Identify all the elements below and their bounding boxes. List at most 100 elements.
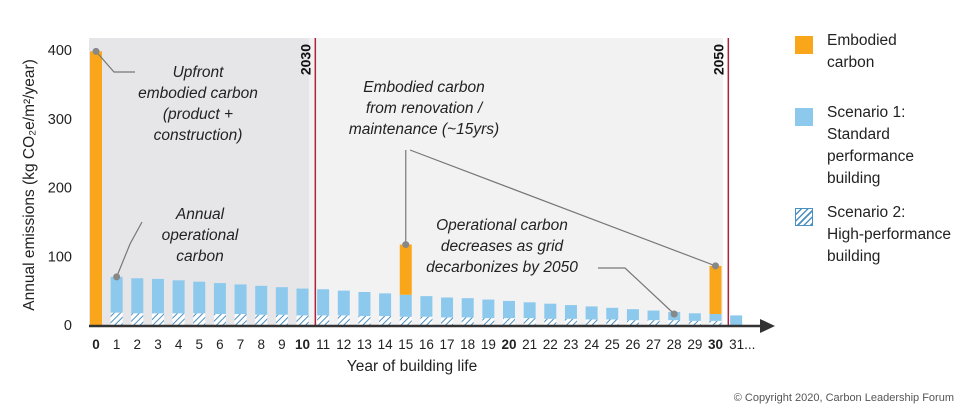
shaded-region-to-2050: [309, 38, 723, 326]
x-tick-label: 9: [278, 337, 286, 352]
shaded-region-to-2030: [89, 38, 309, 326]
annotation-dot-upfront: [92, 47, 100, 55]
bar-embodied-15: [399, 244, 412, 295]
bar-scenario1-19: [482, 299, 495, 319]
x-tick-label: 2: [134, 337, 142, 352]
bar-scenario2-14: [379, 316, 392, 325]
x-tick-label: 13: [357, 337, 372, 352]
bar-scenario2-12: [337, 315, 350, 325]
bar-scenario1-30: [709, 314, 722, 321]
y-tick-label: 200: [48, 181, 72, 197]
bar-scenario1-21: [523, 302, 536, 319]
bar-scenario2-7: [234, 314, 247, 325]
bar-scenario1-27: [647, 310, 660, 321]
x-tick-label: 11: [316, 337, 330, 352]
bar-scenario2-18: [461, 317, 474, 325]
y-tick-label: 0: [64, 318, 72, 334]
x-tick-label: 30: [708, 337, 723, 352]
bar-scenario1-16: [420, 296, 433, 317]
bar-scenario1-3: [151, 278, 164, 314]
bar-scenario2-4: [172, 313, 185, 325]
bar-scenario2-22: [544, 318, 557, 325]
x-tick-label: 6: [216, 337, 224, 352]
bar-scenario2-1: [110, 312, 123, 325]
bar-scenario2-25: [606, 319, 619, 325]
bar-scenario2-6: [213, 314, 226, 325]
bar-scenario2-20: [503, 318, 515, 325]
bar-scenario1-5: [193, 281, 206, 314]
x-tick-label: 26: [625, 337, 640, 352]
bar-scenario1-26: [626, 309, 639, 321]
bar-scenario1-29: [688, 313, 701, 321]
bar-scenario2-16: [420, 316, 433, 325]
bar-scenario1-25: [606, 307, 619, 320]
x-tick-label: 4: [175, 337, 183, 352]
x-tick-label: 3: [154, 337, 162, 352]
bar-scenario1-20: [503, 300, 515, 319]
bar-scenario1-10: [296, 288, 309, 316]
bar-scenario1-12: [337, 290, 350, 316]
x-tick-label: 28: [667, 337, 682, 352]
x-tick-label: 18: [460, 337, 475, 352]
legend-item-scenario-1: Scenario 1: Standard performance buildin…: [795, 102, 975, 188]
orange-swatch-icon: [795, 36, 813, 54]
x-tick-label: 25: [605, 337, 620, 352]
x-tick-label: 21: [522, 337, 537, 352]
x-tick-label: 24: [584, 337, 600, 352]
bar-scenario1-4: [172, 280, 185, 314]
bar-scenario2-10: [296, 315, 309, 325]
leader-line-renovation-30: [409, 149, 716, 267]
bar-scenario1-14: [379, 293, 392, 317]
bar-scenario1-23: [564, 305, 577, 319]
legend-label: Scenario 1: Standard performance buildin…: [827, 104, 915, 187]
chart: 2030 20 5 0 Upfront embodied carbon (product …: [21, 38, 775, 375]
bar-scenario2-13: [358, 316, 371, 325]
annotation-operational: Annual operational carbon: [162, 206, 239, 265]
annotation-dot-operational: [113, 273, 121, 281]
annotation-dot-renovation-15: [402, 241, 410, 249]
annotation-renovation: Embodied carbon from renovation / maintena…: [349, 79, 499, 138]
legend-item-embodied: Embodied carbon: [795, 30, 975, 88]
bar-scenario2-19: [482, 318, 495, 325]
x-tick-label: 14: [378, 337, 394, 352]
bar-scenario1-9: [275, 287, 288, 315]
marker-label-2030: 2030: [297, 44, 313, 75]
bar-scenario2-8: [255, 314, 268, 325]
x-tick-label: 29: [687, 337, 702, 352]
hatched-swatch-icon: [795, 208, 813, 226]
bar-scenario2-15: [399, 316, 412, 325]
bar-scenario2-24: [585, 319, 598, 325]
bar-scenario2-2: [131, 313, 144, 325]
x-tick-label: 16: [419, 337, 434, 352]
bar-scenario2-5: [193, 313, 206, 325]
bar-scenario2-23: [564, 318, 577, 325]
bar-embodied-0: [90, 51, 102, 325]
annotation-grid: Operational carbon decreases as grid decar…: [426, 217, 578, 276]
bar-scenario2-26: [626, 320, 639, 325]
bar-scenario2-28: [668, 320, 681, 325]
annotation-dot-grid: [670, 310, 678, 318]
bar-scenario1-15: [399, 294, 412, 317]
x-tick-label: 20: [501, 337, 516, 352]
bar-scenario1-2: [131, 278, 144, 314]
bar-scenario2-9: [275, 314, 288, 325]
y-axis-label: Annual emissions (kg CO₂e/m²/year): [21, 59, 38, 311]
bar-scenario1-18: [461, 298, 474, 318]
y-tick-label: 300: [48, 112, 72, 128]
bar-scenario2-29: [688, 320, 701, 325]
x-tick-label: 5: [195, 337, 203, 352]
x-tick-label: 23: [563, 337, 578, 352]
bar-scenario1-11: [317, 289, 330, 316]
bar-scenario2-30: [709, 320, 722, 325]
x-axis-label: Year of building life: [347, 358, 477, 375]
x-tick-label: 15: [398, 337, 413, 352]
leader-line-grid: [598, 267, 675, 315]
y-tick-label: 100: [48, 249, 72, 265]
bar-scenario1-8: [255, 285, 268, 315]
legend-label: Embodied carbon: [827, 32, 897, 71]
bar-scenario1-31...: [730, 315, 743, 325]
annotation-upfront: Upfront embodied carbon (product + construc…: [138, 64, 258, 144]
x-axis-arrow-icon: [760, 319, 775, 333]
legend-label: Scenario 2: High-performance building: [827, 204, 952, 265]
leader-line-operational: [116, 221, 143, 278]
